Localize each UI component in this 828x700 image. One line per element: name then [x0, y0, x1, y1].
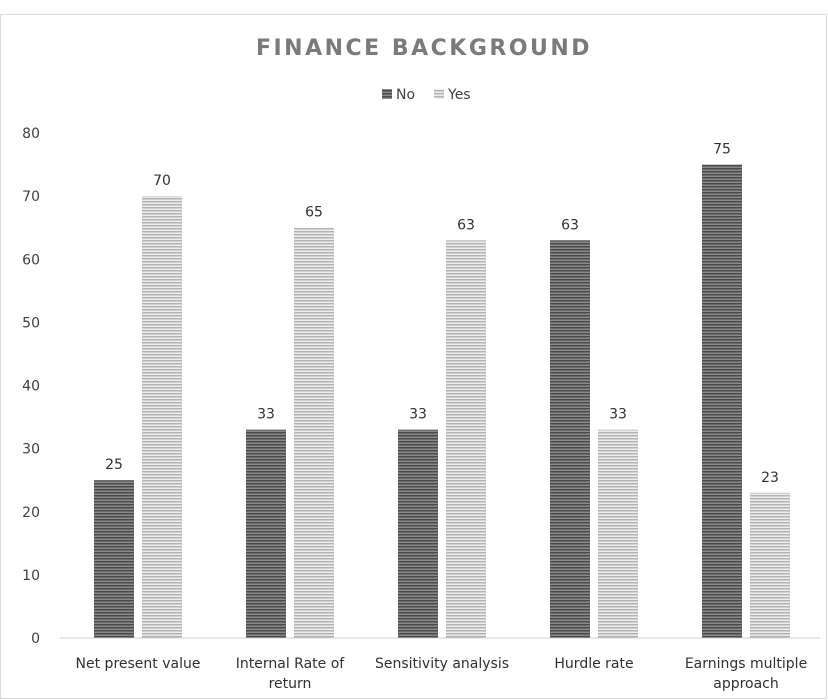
x-category-label-line: return — [269, 676, 312, 692]
x-category-label: Hurdle rate — [554, 656, 633, 672]
data-label-no-2: 33 — [409, 407, 427, 423]
data-label-no-1: 33 — [257, 407, 275, 423]
data-label-yes-3: 33 — [609, 407, 627, 423]
y-tick-label: 0 — [31, 631, 40, 647]
y-tick-label: 30 — [22, 442, 40, 458]
chart-title: FINANCE BACKGROUND — [256, 36, 592, 61]
bar-yes-0 — [142, 196, 182, 638]
bar-no-0 — [94, 480, 134, 638]
legend-swatch-yes — [434, 89, 444, 99]
y-tick-label: 50 — [22, 315, 40, 331]
bar-yes-3 — [598, 429, 638, 638]
x-category-label-line: Net present value — [76, 656, 201, 672]
bar-no-2 — [398, 429, 438, 638]
bar-yes-2 — [446, 240, 486, 638]
y-tick-label: 70 — [22, 189, 40, 205]
x-category-label-line: approach — [713, 676, 779, 692]
bar-no-4 — [702, 164, 742, 638]
x-category-label-line: Sensitivity analysis — [375, 656, 509, 672]
legend-swatch-no — [382, 89, 392, 99]
y-tick-label: 40 — [22, 379, 40, 395]
legend-label-yes: Yes — [447, 87, 471, 103]
x-category-label: Earnings multiple approach — [685, 656, 807, 692]
data-label-yes-2: 63 — [457, 217, 475, 233]
data-label-yes-0: 70 — [153, 173, 171, 189]
x-category-label: Sensitivity analysis — [375, 656, 509, 672]
data-label-yes-1: 65 — [305, 205, 323, 221]
bar-yes-1 — [294, 227, 334, 638]
legend-label-no: No — [396, 87, 415, 103]
bar-no-3 — [550, 240, 590, 638]
y-tick-label: 80 — [22, 126, 40, 142]
chart-border — [0, 14, 827, 699]
x-category-label-line: Internal Rate of — [236, 656, 346, 672]
x-axis: Net present value Internal Rate of return S… — [76, 656, 808, 692]
y-axis: 0 10 20 30 40 50 60 70 80 — [22, 126, 40, 647]
x-category-label-line: Earnings multiple — [685, 656, 807, 672]
bar-yes-4 — [750, 492, 790, 638]
y-tick-label: 20 — [22, 505, 40, 521]
data-labels: 25 70 33 65 33 63 63 33 75 23 — [105, 142, 779, 486]
bars — [94, 164, 790, 638]
y-tick-label: 10 — [22, 568, 40, 584]
x-category-label: Internal Rate of return — [236, 656, 346, 692]
data-label-yes-4: 23 — [761, 470, 779, 486]
y-tick-label: 60 — [22, 252, 40, 268]
x-category-label-line: Hurdle rate — [554, 656, 633, 672]
bar-no-1 — [246, 429, 286, 638]
x-category-label: Net present value — [76, 656, 201, 672]
legend: No Yes — [382, 87, 471, 103]
data-label-no-3: 63 — [561, 217, 579, 233]
data-label-no-0: 25 — [105, 457, 123, 473]
data-label-no-4: 75 — [713, 142, 731, 158]
